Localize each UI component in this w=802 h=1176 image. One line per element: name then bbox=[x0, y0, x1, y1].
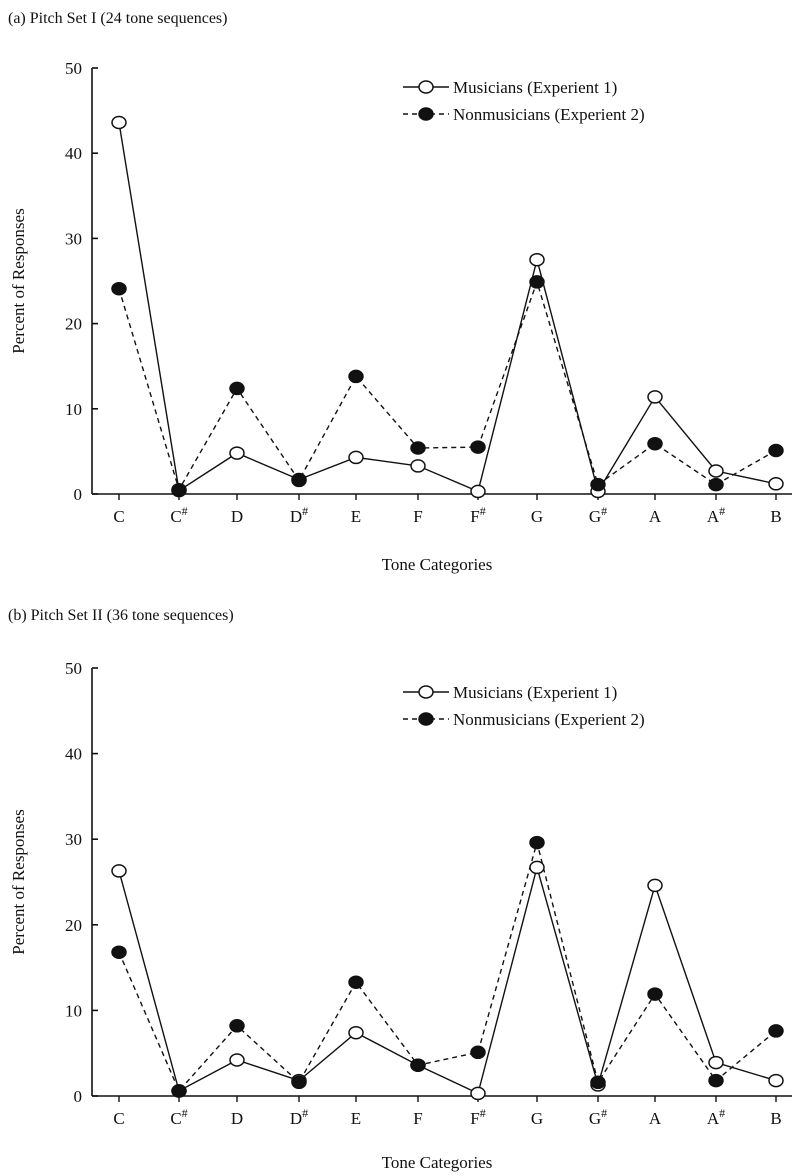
data-point bbox=[590, 1075, 606, 1090]
data-point bbox=[111, 864, 127, 878]
legend-label: Nonmusicians (Experient 2) bbox=[453, 105, 645, 124]
x-tick-label: D bbox=[231, 507, 243, 526]
y-axis-title: Percent of Responses bbox=[9, 809, 28, 954]
data-point bbox=[348, 1025, 364, 1040]
data-point bbox=[348, 975, 364, 989]
x-tick-label: C bbox=[113, 507, 124, 526]
x-tick-label: E bbox=[351, 1109, 361, 1128]
x-tick-label: C# bbox=[170, 1106, 187, 1128]
x-tick-label: A bbox=[649, 507, 662, 526]
x-tick-label: B bbox=[770, 1109, 781, 1128]
data-point bbox=[768, 1024, 784, 1038]
data-point bbox=[229, 1053, 245, 1067]
data-point bbox=[410, 441, 426, 455]
data-point bbox=[529, 275, 545, 289]
data-point bbox=[529, 860, 545, 875]
data-point bbox=[410, 1058, 426, 1072]
x-tick-label: G bbox=[531, 507, 543, 526]
y-tick-label: 0 bbox=[74, 485, 83, 504]
data-point bbox=[647, 390, 663, 404]
data-point bbox=[291, 1075, 307, 1090]
x-tick-label: A bbox=[649, 1109, 662, 1128]
data-point bbox=[470, 1045, 486, 1060]
x-tick-label: F bbox=[413, 507, 422, 526]
data-point bbox=[768, 477, 784, 491]
data-point bbox=[590, 477, 606, 492]
series-line-musicians bbox=[118, 122, 777, 494]
x-tick-label: F# bbox=[470, 1106, 485, 1128]
data-point bbox=[768, 1073, 784, 1088]
x-tick-label: E bbox=[351, 507, 361, 526]
data-point bbox=[111, 945, 127, 959]
x-tick-label: B bbox=[770, 507, 781, 526]
panel-title: (b) Pitch Set II (36 tone sequences) bbox=[8, 607, 234, 624]
x-tick-label: C bbox=[113, 1109, 124, 1128]
legend-label: Musicians (Experient 1) bbox=[453, 78, 617, 97]
data-point bbox=[470, 440, 486, 454]
x-tick-label: F# bbox=[470, 504, 485, 526]
y-tick-label: 50 bbox=[65, 659, 82, 678]
x-tick-label: G# bbox=[589, 504, 607, 526]
data-point bbox=[229, 381, 245, 396]
y-tick-label: 40 bbox=[65, 745, 82, 764]
data-point bbox=[708, 1073, 724, 1088]
x-tick-label: G# bbox=[589, 1106, 607, 1128]
y-tick-label: 50 bbox=[65, 59, 82, 78]
data-point bbox=[470, 1086, 486, 1101]
y-tick-label: 30 bbox=[65, 229, 82, 248]
x-tick-label: A# bbox=[707, 504, 725, 526]
y-tick-label: 0 bbox=[74, 1087, 83, 1106]
x-tick-label: G bbox=[531, 1109, 543, 1128]
y-tick-label: 10 bbox=[65, 1001, 82, 1020]
y-tick-label: 10 bbox=[65, 400, 82, 419]
data-point bbox=[291, 473, 307, 488]
legend-marker bbox=[418, 712, 434, 726]
x-tick-label: D# bbox=[290, 504, 308, 526]
data-point bbox=[708, 464, 724, 478]
data-point bbox=[470, 484, 486, 499]
data-point bbox=[647, 987, 663, 1001]
data-point bbox=[229, 446, 245, 460]
chart-panel-a: (a) Pitch Set I (24 tone sequences) 0 10 20… bbox=[8, 10, 792, 574]
x-tick-label: D# bbox=[290, 1106, 308, 1128]
x-tick-label: A# bbox=[707, 1106, 725, 1128]
x-tick-label: D bbox=[231, 1109, 243, 1128]
data-point bbox=[348, 450, 364, 465]
data-point bbox=[708, 1055, 724, 1070]
data-point bbox=[529, 835, 545, 850]
data-point bbox=[529, 252, 545, 267]
x-tick-label: F bbox=[413, 1109, 422, 1128]
legend-marker bbox=[418, 107, 434, 121]
data-point bbox=[768, 443, 784, 458]
legend-marker bbox=[418, 685, 434, 699]
y-tick-label: 40 bbox=[65, 144, 82, 163]
series-line-nonmusicians bbox=[118, 279, 777, 492]
y-tick-label: 20 bbox=[65, 315, 82, 334]
series-line-nonmusicians bbox=[118, 839, 777, 1093]
y-axis-title: Percent of Responses bbox=[9, 208, 28, 353]
data-point bbox=[410, 459, 426, 473]
legend-label: Musicians (Experient 1) bbox=[453, 683, 617, 702]
series-line-musicians bbox=[118, 864, 777, 1095]
data-point bbox=[111, 281, 127, 296]
data-point bbox=[171, 1084, 187, 1098]
legend-label: Nonmusicians (Experient 2) bbox=[453, 710, 645, 729]
x-tick-label: C# bbox=[170, 504, 187, 526]
y-tick-label: 20 bbox=[65, 916, 82, 935]
y-tick-label: 30 bbox=[65, 830, 82, 849]
chart-panel-b: (b) Pitch Set II (36 tone sequences) 0 10 2… bbox=[8, 607, 792, 1172]
data-point bbox=[708, 477, 724, 492]
data-point bbox=[348, 369, 364, 384]
legend-marker bbox=[418, 80, 434, 94]
data-point bbox=[171, 482, 187, 497]
data-point bbox=[111, 115, 127, 130]
data-point bbox=[229, 1019, 245, 1033]
data-point bbox=[647, 878, 663, 893]
x-axis-title: Tone Categories bbox=[382, 555, 493, 574]
panel-title: (a) Pitch Set I (24 tone sequences) bbox=[8, 10, 227, 27]
x-axis-title: Tone Categories bbox=[382, 1153, 493, 1172]
data-point bbox=[647, 436, 663, 451]
